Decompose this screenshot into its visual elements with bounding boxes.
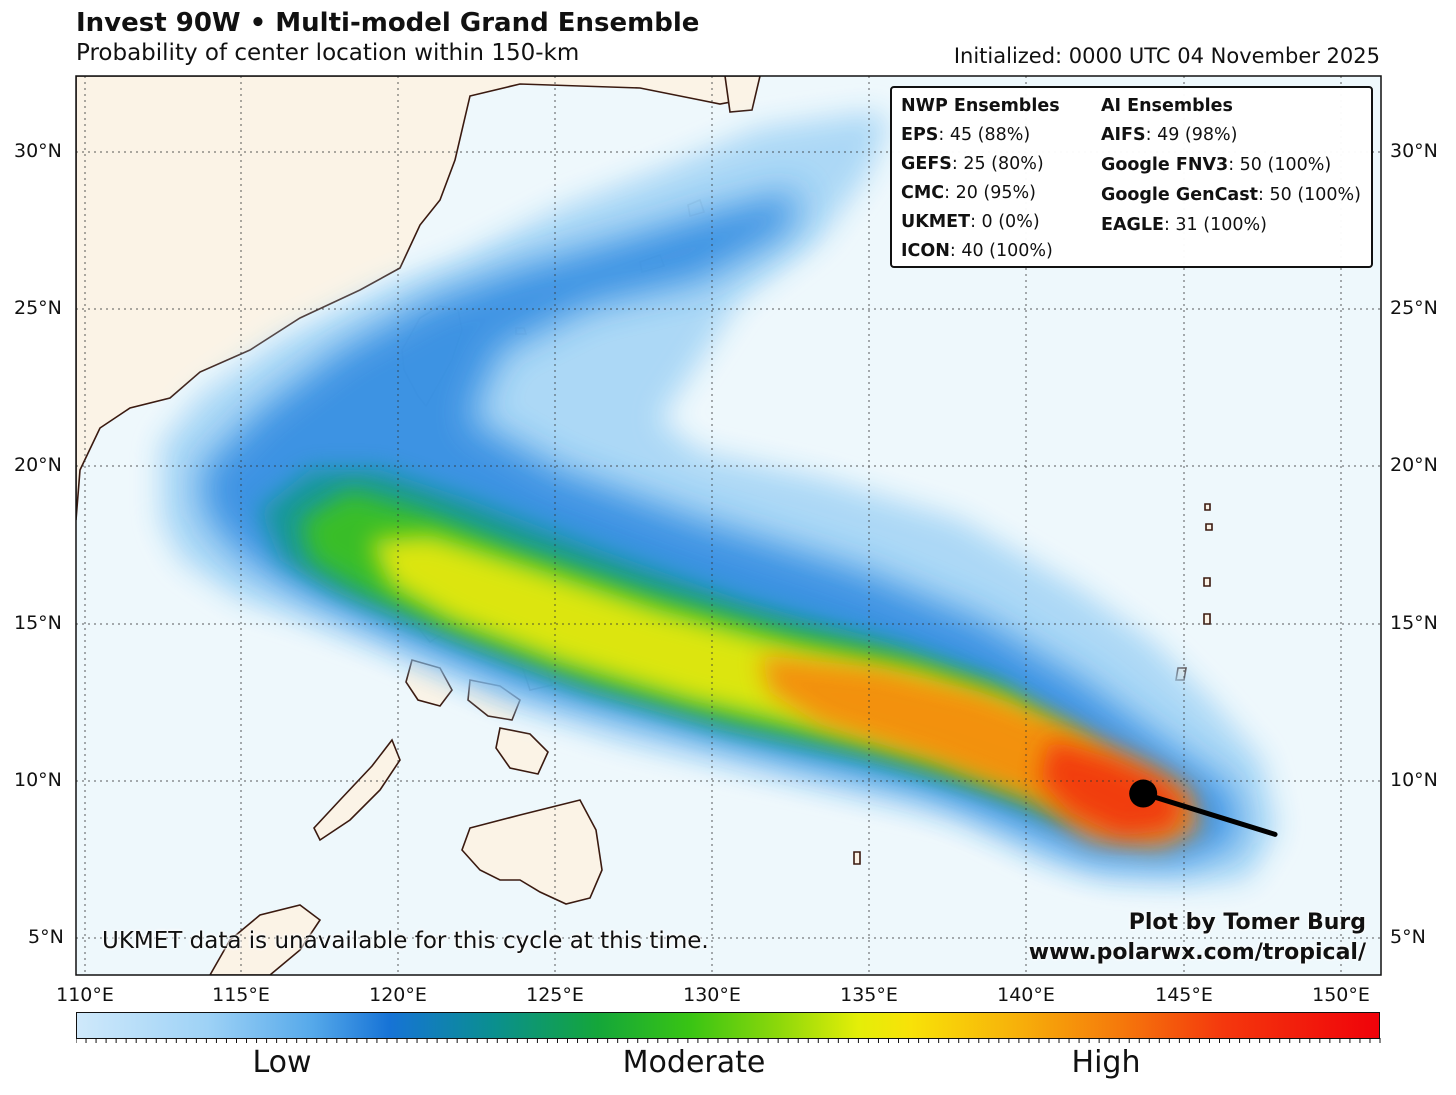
lat-label-right-10: 10°N — [1390, 769, 1438, 791]
lat-label-left-15: 15°N — [14, 612, 62, 634]
palau — [853, 851, 861, 865]
recent-motion-track — [1140, 791, 1278, 837]
model-name: EAGLE — [1101, 215, 1164, 235]
lat-label-right-30: 30°N — [1390, 140, 1438, 162]
model-name: EPS — [901, 125, 939, 145]
probability-field — [160, 112, 1278, 884]
nwp-header: NWP Ensembles — [901, 96, 1060, 116]
lat-label-right-20: 20°N — [1390, 454, 1438, 476]
colorbar-ticks — [76, 1038, 1381, 1043]
lat-label-right-25: 25°N — [1390, 297, 1438, 319]
lon-label-115: 115°E — [212, 984, 270, 1006]
model-count: : 50 (100%) — [1228, 155, 1332, 175]
marianas-2 — [1203, 577, 1211, 587]
model-name: Google FNV3 — [1101, 155, 1229, 175]
model-name: GEFS — [901, 154, 952, 174]
ai-row: Google GenCast: 50 (100%) — [1101, 181, 1361, 211]
lon-label-150: 150°E — [1312, 984, 1370, 1006]
colorbar-label-high: High — [1071, 1045, 1141, 1080]
map-frame — [75, 75, 1382, 976]
current-center-marker — [1129, 779, 1158, 808]
model-count: : 40 (100%) — [949, 241, 1053, 261]
palawan — [313, 738, 401, 842]
credit-url[interactable]: www.polarwx.com/tropical/ — [1028, 940, 1366, 965]
mindanao — [461, 799, 603, 905]
lon-label-145: 145°E — [1155, 984, 1213, 1006]
lon-label-120: 120°E — [369, 984, 427, 1006]
chart-title: Invest 90W • Multi-model Grand Ensemble — [76, 8, 700, 38]
lat-label-left-30: 30°N — [14, 140, 62, 162]
ai-ensembles-column: AI Ensembles AIFS: 49 (98%) Google FNV3:… — [1101, 92, 1361, 241]
model-name: CMC — [901, 183, 945, 203]
model-count: : 50 (100%) — [1258, 185, 1362, 205]
model-name: UKMET — [901, 212, 971, 232]
ensemble-legend: NWP Ensembles EPS: 45 (88%) GEFS: 25 (80… — [890, 86, 1373, 268]
lon-label-125: 125°E — [526, 984, 584, 1006]
ai-row: Google FNV3: 50 (100%) — [1101, 151, 1361, 181]
lat-label-left-10: 10°N — [14, 769, 62, 791]
lat-label-left-25: 25°N — [14, 297, 62, 319]
lon-label-110: 110°E — [56, 984, 114, 1006]
chart-subtitle: Probability of center location within 15… — [76, 40, 580, 66]
model-count: : 20 (95%) — [944, 183, 1036, 203]
kyushu — [724, 76, 761, 113]
ai-row: EAGLE: 31 (100%) — [1101, 211, 1361, 241]
nwp-ensembles-column: NWP Ensembles EPS: 45 (88%) GEFS: 25 (80… — [901, 92, 1060, 266]
model-count: : 45 (88%) — [938, 125, 1031, 145]
borneo — [209, 904, 322, 975]
model-name: Google GenCast — [1101, 185, 1259, 205]
lon-label-140: 140°E — [997, 984, 1055, 1006]
ai-row: AIFS: 49 (98%) — [1101, 121, 1361, 151]
model-count: : 0 (0%) — [970, 212, 1040, 232]
ai-header: AI Ensembles — [1101, 96, 1233, 116]
model-count: : 25 (80%) — [951, 154, 1044, 174]
mainland-asia — [76, 76, 761, 521]
nwp-row: CMC: 20 (95%) — [901, 179, 1060, 208]
nwp-row: EPS: 45 (88%) — [901, 121, 1060, 150]
credit-author: Plot by Tomer Burg — [1128, 910, 1366, 935]
lat-label-right-15: 15°N — [1390, 612, 1438, 634]
prob-band-red — [1040, 740, 1185, 836]
lat-label-right-5: 5°N — [1390, 926, 1426, 948]
colorbar-label-low: Low — [252, 1045, 312, 1080]
nwp-row: ICON: 40 (100%) — [901, 237, 1060, 266]
nwp-row: GEFS: 25 (80%) — [901, 150, 1060, 179]
nwp-row: UKMET: 0 (0%) — [901, 208, 1060, 237]
lon-label-130: 130°E — [683, 984, 741, 1006]
probability-colorbar — [76, 1012, 1380, 1039]
model-name: ICON — [901, 241, 950, 261]
initialized-time: Initialized: 0000 UTC 04 November 2025 — [953, 44, 1380, 68]
model-name: AIFS — [1101, 125, 1146, 145]
colorbar-label-moderate: Moderate — [622, 1045, 766, 1080]
model-count: : 31 (100%) — [1163, 215, 1267, 235]
marianas-4 — [1205, 523, 1213, 531]
visayas-3 — [495, 727, 549, 775]
model-count: : 49 (98%) — [1145, 125, 1238, 145]
marianas-1 — [1203, 613, 1211, 625]
lat-label-left-5: 5°N — [28, 926, 64, 948]
marianas-3 — [1204, 503, 1211, 511]
lat-label-left-20: 20°N — [14, 454, 62, 476]
lon-label-135: 135°E — [840, 984, 898, 1006]
ukmet-note: UKMET data is unavailable for this cycle… — [102, 928, 709, 954]
